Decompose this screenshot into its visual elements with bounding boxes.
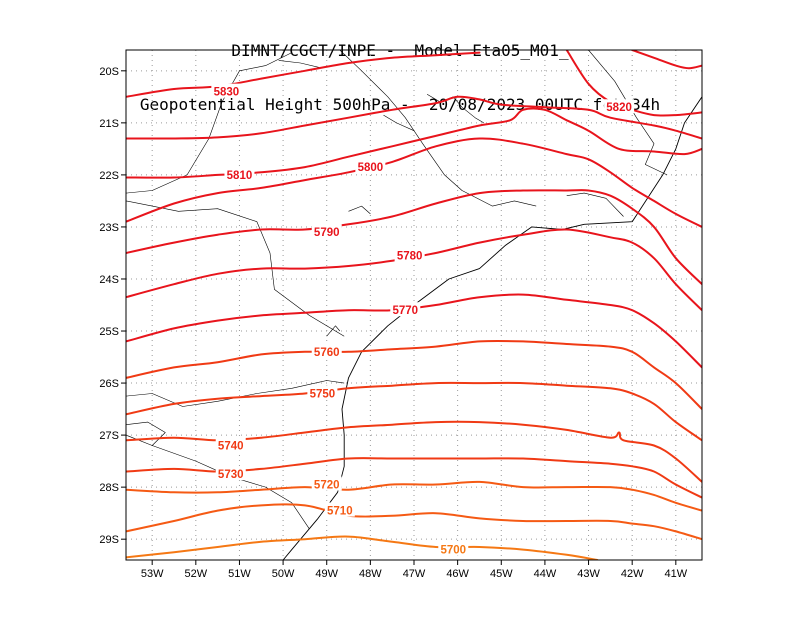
lon-tick-label: 53W <box>141 568 164 580</box>
contour-label-5820: 5820 <box>606 102 632 114</box>
contour-label-bg <box>604 99 635 114</box>
state-border <box>566 192 624 217</box>
contour-5800 <box>126 137 702 228</box>
contour-5780 <box>126 228 702 312</box>
contour-label-5810: 5810 <box>227 170 253 182</box>
river-lake <box>348 205 371 215</box>
contour-label-5790: 5790 <box>314 227 340 239</box>
axis-ticks: 53W 52W 51W 50W 49W 48W 47W 46W 45W 44W 43W 42W 41W 2… <box>99 66 687 580</box>
lat-tick-label: 28S <box>99 482 119 494</box>
lat-tick-label: 22S <box>99 170 119 182</box>
contour-5760 <box>126 339 702 411</box>
contour-5740 <box>126 420 702 483</box>
state-border <box>588 50 668 176</box>
state-border <box>126 52 292 194</box>
contour-label-bg <box>224 166 255 181</box>
lat-tick-label: 24S <box>99 274 119 286</box>
contour-label-bg <box>215 437 246 452</box>
river-lake <box>383 114 415 131</box>
lon-tick-label: 52W <box>185 568 208 580</box>
contour-label-bg <box>311 224 342 239</box>
contour-layer <box>126 50 702 560</box>
state-border <box>126 421 166 446</box>
river-lake <box>278 60 323 69</box>
contour-label-bg <box>390 302 421 317</box>
contour-5815 <box>126 95 702 140</box>
contour-5710 <box>126 503 702 541</box>
contour-label-5740: 5740 <box>218 441 244 453</box>
lon-tick-label: 48W <box>359 568 382 580</box>
contour-5790 <box>126 189 702 286</box>
lon-tick-label: 49W <box>315 568 338 580</box>
state-border <box>339 50 537 207</box>
lon-tick-label: 47W <box>403 568 426 580</box>
lon-tick-label: 45W <box>490 568 513 580</box>
lat-tick-label: 26S <box>99 378 119 390</box>
contour-label-5770: 5770 <box>392 305 418 317</box>
lon-tick-label: 41W <box>665 568 688 580</box>
contour-label-5710: 5710 <box>327 506 353 518</box>
contour-label-5700: 5700 <box>440 545 466 557</box>
contour-label-bg <box>324 502 355 517</box>
contour-5830 <box>126 51 481 98</box>
contour-label-5720: 5720 <box>314 480 340 492</box>
contour-5750 <box>126 381 702 442</box>
contour-5700 <box>126 535 599 560</box>
lon-tick-label: 44W <box>534 568 557 580</box>
lon-tick-label: 46W <box>446 568 469 580</box>
lat-tick-label: 27S <box>99 430 119 442</box>
contour-label-bg <box>311 343 342 358</box>
lon-tick-label: 51W <box>228 568 251 580</box>
contour-label-bg <box>311 476 342 491</box>
lat-tick-label: 29S <box>99 534 119 546</box>
contour-label-bg <box>355 159 386 174</box>
contour-label-5800: 5800 <box>358 162 384 174</box>
lon-tick-label: 42W <box>621 568 644 580</box>
contour-label-5780: 5780 <box>397 251 423 263</box>
lat-tick-label: 20S <box>99 66 119 78</box>
contour-label-bg <box>394 247 425 262</box>
contour-label-bg <box>307 385 338 400</box>
contour-5820-top <box>631 50 702 70</box>
contour-label-bg <box>438 541 469 556</box>
contour-5820 <box>565 50 702 117</box>
contour-label-5750: 5750 <box>310 388 336 400</box>
contour-label-bg <box>215 466 246 481</box>
lat-tick-label: 21S <box>99 118 119 130</box>
contour-5810 <box>126 107 702 179</box>
contour-label-bg <box>211 83 242 98</box>
contour-labels: 5830 5820 5810 5800 5790 5780 5770 5760 5750 5740… <box>211 83 635 557</box>
contour-label-5830: 5830 <box>214 87 240 99</box>
river-lake <box>426 93 484 124</box>
contour-5720 <box>126 480 702 512</box>
river-lake <box>326 325 341 337</box>
lat-tick-label: 23S <box>99 222 119 234</box>
contour-5770 <box>126 293 702 369</box>
lon-tick-label: 50W <box>272 568 295 580</box>
lat-tick-label: 25S <box>99 326 119 338</box>
lon-tick-label: 43W <box>577 568 600 580</box>
contour-label-5760: 5760 <box>314 347 340 359</box>
contour-label-5730: 5730 <box>218 469 244 481</box>
